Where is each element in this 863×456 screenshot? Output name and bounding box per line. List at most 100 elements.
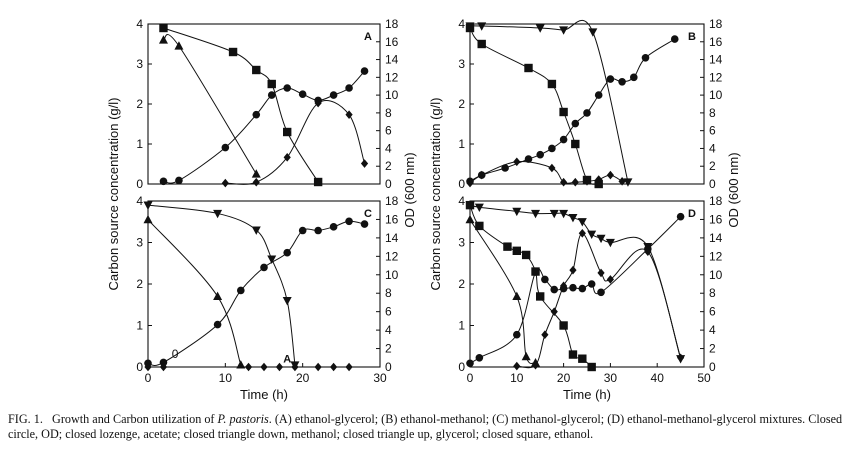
point-square <box>313 177 323 187</box>
plot-frame <box>469 23 705 185</box>
point-circle <box>594 91 603 99</box>
point-triangle-down <box>143 201 153 210</box>
right-tick-label: 18 <box>385 17 399 31</box>
point-square <box>571 139 580 149</box>
right-tick-label: 12 <box>709 70 723 84</box>
right-tick-label: 0 <box>385 360 392 374</box>
x-tick-label: 10 <box>510 371 524 385</box>
point-circle <box>298 90 307 99</box>
series-line-triangle-up <box>469 219 536 364</box>
series-line-diamond <box>225 100 366 185</box>
point-diamond <box>548 163 556 173</box>
point-circle <box>175 176 183 185</box>
point-diamond <box>677 353 685 363</box>
point-diamond <box>644 247 652 257</box>
point-diamond <box>244 362 253 372</box>
left-tick-label: 3 <box>458 236 465 250</box>
left-tick-label: 1 <box>136 319 143 333</box>
point-circle <box>159 358 168 367</box>
right-tick-label: 12 <box>385 70 399 84</box>
x-tick-label: 10 <box>219 371 233 385</box>
point-circle <box>618 77 626 86</box>
point-triangle-up <box>213 291 223 301</box>
point-circle <box>466 359 474 368</box>
right-tick-label: 18 <box>709 194 723 208</box>
right-tick-label: 16 <box>385 35 399 49</box>
point-circle <box>531 268 540 276</box>
point-diamond <box>330 362 338 372</box>
point-triangle-down <box>568 214 578 223</box>
series-line-triangle-down <box>147 204 296 365</box>
point-square <box>559 107 568 117</box>
point-circle <box>237 286 245 295</box>
right-tick-label: 8 <box>385 286 392 300</box>
point-square <box>587 362 596 372</box>
point-square <box>465 200 475 210</box>
point-circle <box>159 177 168 186</box>
right-tick-label: 4 <box>385 141 392 155</box>
point-circle <box>298 226 307 235</box>
right-tick-label: 14 <box>385 231 399 245</box>
right-tick-label: 14 <box>385 53 399 67</box>
point-triangle-down <box>577 218 587 227</box>
point-diamond <box>513 157 521 167</box>
right-tick-label: 8 <box>709 106 716 120</box>
point-diamond <box>159 362 168 372</box>
point-diamond <box>252 177 260 187</box>
point-circle <box>641 53 650 62</box>
left-tick-label: 1 <box>458 137 465 151</box>
point-circle <box>513 330 521 339</box>
right-tick-label: 6 <box>385 305 392 319</box>
left-tick-label: 4 <box>136 194 143 208</box>
right-tick-label: 2 <box>385 159 392 173</box>
point-circle <box>541 275 549 284</box>
left-tick-label: 0 <box>458 177 465 191</box>
right-tick-label: 6 <box>709 305 716 319</box>
point-diamond <box>550 307 558 316</box>
point-triangle-down <box>531 209 541 219</box>
point-triangle-up <box>465 214 475 224</box>
point-triangle-down <box>213 209 223 219</box>
point-square <box>512 246 521 255</box>
point-triangle-up <box>174 41 184 50</box>
point-triangle-down <box>512 207 522 217</box>
point-circle <box>314 226 322 235</box>
right-tick-label: 10 <box>709 268 723 282</box>
point-circle <box>360 220 369 228</box>
point-diamond <box>560 281 568 291</box>
point-diamond <box>606 275 614 284</box>
point-square <box>578 354 587 363</box>
point-square <box>536 292 545 301</box>
point-square <box>465 23 475 33</box>
left-tick-label: 4 <box>136 17 143 31</box>
point-diamond <box>314 362 322 372</box>
point-circle <box>550 285 559 294</box>
x-tick-label: 20 <box>296 371 310 385</box>
point-circle <box>213 320 222 329</box>
point-square <box>547 79 557 89</box>
point-triangle-down <box>623 178 633 187</box>
point-square <box>475 221 484 231</box>
plot-frame <box>469 200 705 368</box>
point-square <box>283 127 292 137</box>
point-triangle-down <box>587 230 597 239</box>
y-axis-label-left: Carbon source concentration (g/l) <box>106 98 121 291</box>
right-tick-label: 8 <box>709 286 716 300</box>
left-tick-label: 1 <box>136 137 143 151</box>
point-triangle-up <box>143 214 153 224</box>
point-circle <box>329 223 338 231</box>
point-diamond <box>314 98 322 108</box>
point-circle <box>360 67 369 75</box>
left-tick-label: 1 <box>458 319 465 333</box>
point-circle <box>345 217 353 226</box>
point-circle <box>252 110 261 119</box>
right-tick-label: 18 <box>709 17 723 31</box>
point-circle <box>267 91 276 99</box>
caption-text-before: Growth and Carbon utilization of <box>52 412 218 426</box>
point-diamond <box>291 362 299 372</box>
y-axis-label-right: OD (600 nm) <box>726 152 741 227</box>
right-tick-label: 4 <box>385 323 392 337</box>
